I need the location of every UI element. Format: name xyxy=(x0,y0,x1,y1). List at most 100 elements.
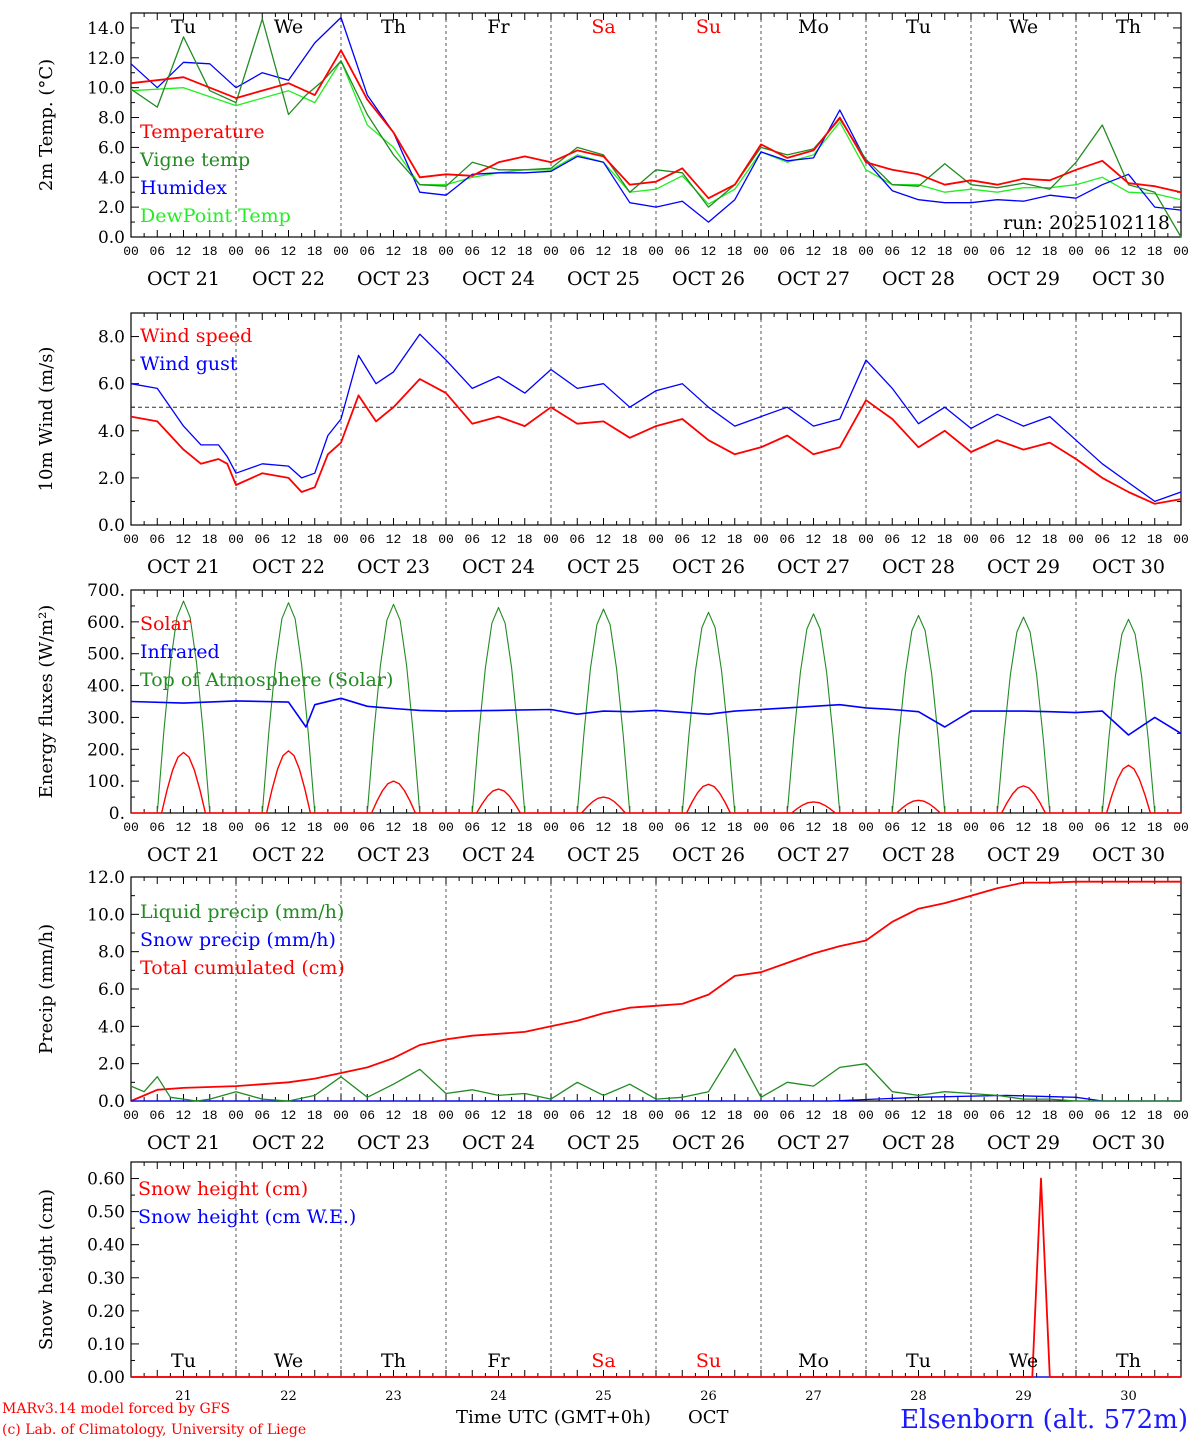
weekday-label: Sa xyxy=(591,1350,615,1372)
hour-tick-label: 12 xyxy=(806,244,822,259)
date-label: OCT 27 xyxy=(777,268,850,290)
hour-tick-label: 06 xyxy=(1094,820,1110,835)
date-label: OCT 26 xyxy=(672,1132,745,1154)
x-axis-title: Time UTC (GMT+0h) xyxy=(456,1407,651,1428)
hour-tick-label: 12 xyxy=(176,1108,192,1123)
hour-tick-label: 12 xyxy=(281,1108,297,1123)
date-label: OCT 27 xyxy=(777,556,850,578)
hour-tick-label: 00 xyxy=(438,532,454,547)
hour-tick-label: 18 xyxy=(412,532,428,547)
y-tick-label: 12.0 xyxy=(87,49,125,69)
legend-entry: Infrared xyxy=(140,641,220,663)
hour-tick-label: 00 xyxy=(753,1108,769,1123)
hour-tick-label: 12 xyxy=(701,1108,717,1123)
hour-tick-label: 18 xyxy=(832,1108,848,1123)
hour-tick-label: 18 xyxy=(307,820,323,835)
hour-tick-label: 12 xyxy=(491,820,507,835)
hour-tick-label: 06 xyxy=(674,244,690,259)
y-tick-label: 6.0 xyxy=(98,375,125,395)
legend-entry: Total cumulated (cm) xyxy=(140,957,345,979)
legend-entry: Wind gust xyxy=(140,353,238,375)
date-label: OCT 25 xyxy=(567,556,640,578)
hour-tick-label: 06 xyxy=(1094,244,1110,259)
hour-tick-label: 18 xyxy=(1042,244,1058,259)
hour-tick-label: 00 xyxy=(963,244,979,259)
y-tick-label: 2.0 xyxy=(98,198,125,218)
weekday-label: We xyxy=(1009,16,1038,38)
hour-tick-label: 00 xyxy=(123,1108,139,1123)
y-tick-label: 8.0 xyxy=(98,109,125,129)
hour-tick-label: 12 xyxy=(491,244,507,259)
hour-tick-label: 00 xyxy=(543,820,559,835)
y-tick-label: 0.20 xyxy=(87,1302,125,1322)
hour-tick-label: 06 xyxy=(779,820,795,835)
date-label: OCT 22 xyxy=(252,1132,325,1154)
y-tick-label: 8.0 xyxy=(98,328,125,348)
hour-tick-label: 18 xyxy=(937,244,953,259)
date-label: OCT 24 xyxy=(462,268,535,290)
hour-tick-label: 12 xyxy=(806,532,822,547)
date-label: OCT 29 xyxy=(987,1132,1060,1154)
hour-tick-label: 18 xyxy=(202,244,218,259)
hour-tick-label: 06 xyxy=(1094,1108,1110,1123)
hour-tick-label: 00 xyxy=(858,1108,874,1123)
legend-entry: Humidex xyxy=(140,177,227,199)
date-label: OCT 30 xyxy=(1092,268,1165,290)
y-tick-label: 0. xyxy=(109,804,125,824)
run-label: run: 2025102118 xyxy=(1003,212,1170,234)
hour-tick-label: 18 xyxy=(307,532,323,547)
date-label: OCT 28 xyxy=(882,1132,955,1154)
y-tick-label: 300. xyxy=(87,708,125,728)
hour-tick-label: 00 xyxy=(648,1108,664,1123)
hour-tick-label: 12 xyxy=(281,244,297,259)
hour-tick-label: 00 xyxy=(1173,820,1189,835)
y-tick-label: 600. xyxy=(87,613,125,633)
y-tick-label: 0.0 xyxy=(98,516,125,536)
y-tick-label: 10.0 xyxy=(87,905,125,925)
hour-tick-label: 00 xyxy=(858,244,874,259)
series-vigne-temp xyxy=(130,18,1182,238)
legend-entry: Top of Atmosphere (Solar) xyxy=(140,669,393,691)
hour-tick-label: 12 xyxy=(911,820,927,835)
hour-tick-label: 12 xyxy=(1121,1108,1137,1123)
date-label: OCT 26 xyxy=(672,556,745,578)
y-tick-label: 400. xyxy=(87,677,125,697)
hour-tick-label: 12 xyxy=(701,244,717,259)
hour-tick-label: 06 xyxy=(1094,532,1110,547)
y-tick-label: 10.0 xyxy=(87,79,125,99)
day-number-label: 25 xyxy=(595,1389,612,1404)
model-credit: MARv3.14 model forced by GFS xyxy=(2,1401,230,1417)
hour-tick-label: 00 xyxy=(228,820,244,835)
weekday-label: Tu xyxy=(171,16,196,38)
hour-tick-label: 00 xyxy=(123,244,139,259)
hour-tick-label: 00 xyxy=(333,820,349,835)
series-solar xyxy=(131,750,1181,814)
hour-tick-label: 00 xyxy=(543,1108,559,1123)
hour-tick-label: 18 xyxy=(307,244,323,259)
date-label: OCT 23 xyxy=(357,1132,430,1154)
date-label: OCT 24 xyxy=(462,844,535,866)
hour-tick-label: 00 xyxy=(333,244,349,259)
hour-tick-label: 18 xyxy=(727,532,743,547)
weekday-label: Fr xyxy=(487,1350,510,1372)
date-label: OCT 23 xyxy=(357,268,430,290)
hour-tick-label: 12 xyxy=(1016,532,1032,547)
hour-tick-label: 00 xyxy=(1068,1108,1084,1123)
hour-tick-label: 00 xyxy=(1068,244,1084,259)
legend-entry: DewPoint Temp xyxy=(140,205,291,227)
hour-tick-label: 18 xyxy=(517,244,533,259)
hour-tick-label: 12 xyxy=(281,820,297,835)
weekday-label: Tu xyxy=(906,1350,931,1372)
hour-tick-label: 18 xyxy=(412,820,428,835)
hour-tick-label: 06 xyxy=(674,1108,690,1123)
x-axis-month: OCT xyxy=(688,1407,729,1428)
hour-tick-label: 00 xyxy=(648,532,664,547)
hour-tick-label: 06 xyxy=(884,1108,900,1123)
hour-tick-label: 12 xyxy=(806,820,822,835)
plot-frame xyxy=(130,12,1182,238)
hour-tick-label: 06 xyxy=(149,532,165,547)
hour-tick-label: 06 xyxy=(254,244,270,259)
y-tick-label: 14.0 xyxy=(87,19,125,39)
hour-tick-label: 12 xyxy=(596,820,612,835)
date-label: OCT 25 xyxy=(567,844,640,866)
